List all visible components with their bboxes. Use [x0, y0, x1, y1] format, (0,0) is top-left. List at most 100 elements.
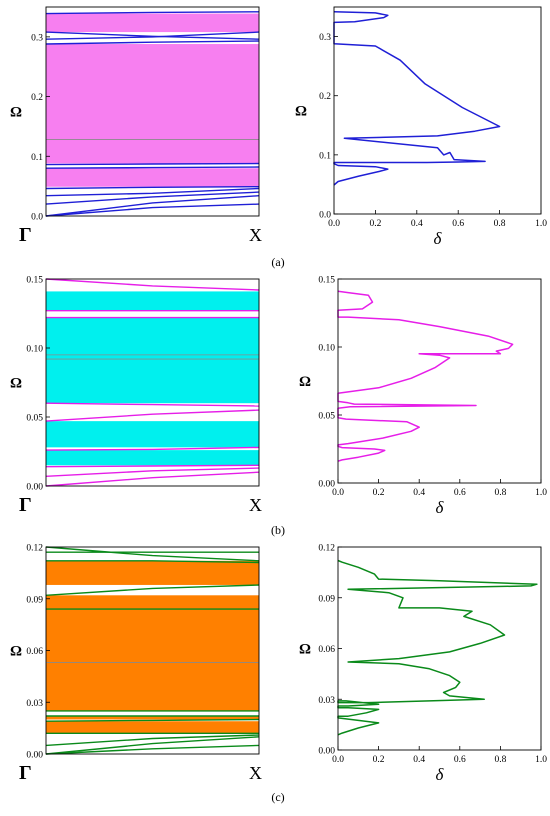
gamma-point-label: Γ [19, 224, 32, 246]
y-tick-label: 0.15 [318, 276, 335, 286]
x-tick-label: 0.0 [328, 219, 340, 229]
band-curve [45, 402, 260, 407]
band-curve [45, 203, 260, 217]
band-curve [45, 11, 260, 15]
band-curve [45, 31, 260, 40]
y-tick-label: 0.15 [26, 276, 43, 286]
band-gap-region [46, 317, 259, 404]
x-point-label: X [249, 495, 262, 515]
y-tick-label: 0.05 [26, 414, 43, 424]
y-tick-label: 0.2 [319, 92, 331, 102]
plot-frame [337, 546, 542, 751]
y-axis-label: Ω [10, 376, 22, 392]
x-tick-label: 0.6 [454, 755, 466, 765]
x-tick-label: 0.8 [494, 488, 506, 498]
transmission-curve [337, 290, 514, 462]
y-tick-label: 0.00 [318, 747, 335, 757]
band-curve [45, 278, 260, 291]
band-curve [46, 560, 260, 564]
band-curve [45, 40, 260, 45]
band-curve [45, 187, 260, 197]
x-axis-label: δ [434, 229, 443, 248]
x-tick-label: 0.0 [332, 488, 344, 498]
band-curve [45, 471, 260, 487]
x-tick-label: 0.4 [413, 488, 425, 498]
y-axis-label: Ω [299, 642, 311, 658]
x-point-label: X [249, 763, 262, 783]
band-curve [45, 446, 260, 451]
x-tick-label: 0.2 [369, 219, 381, 229]
band-gap-region [46, 168, 259, 187]
band-gap-region [46, 291, 259, 311]
x-axis-label: δ [436, 765, 445, 784]
band-curve [45, 191, 260, 205]
band-structure-plot: 0.00 0.03 0.06 0.09 0.12 Ω Γ X [10, 544, 262, 785]
band-curve [45, 464, 260, 468]
band-structure-plot: 0.00 0.05 0.10 0.15 Ω Γ X [10, 276, 262, 517]
y-tick-label: 0.10 [26, 345, 43, 355]
y-tick-label: 0.0 [319, 211, 331, 221]
y-tick-label: 0.10 [318, 344, 335, 354]
band-curve [45, 162, 260, 166]
band-curve [45, 546, 260, 562]
y-tick-label: 0.05 [318, 412, 335, 422]
y-tick-label: 0.1 [319, 151, 331, 161]
x-tick-label: 0.6 [452, 219, 464, 229]
y-tick-label: 0.03 [26, 699, 43, 709]
x-tick-label: 0.8 [494, 755, 506, 765]
band-curve [45, 718, 260, 722]
y-tick-label: 0.0 [31, 213, 43, 223]
transmission-plot: 0.0 0.1 0.2 0.3 0.0 0.2 0.4 0.6 0.8 1.0 Ωδ [295, 6, 547, 248]
x-axis-label: δ [436, 498, 445, 517]
panel-label: (b) [271, 523, 285, 537]
x-tick-label: 0.8 [494, 219, 506, 229]
y-tick-label: 0.12 [318, 544, 335, 554]
band-gap-region [46, 421, 259, 448]
plot-frame [45, 278, 260, 487]
y-tick-label: 0.03 [318, 696, 335, 706]
y-axis-label: Ω [295, 104, 307, 120]
plot-frame [333, 6, 542, 215]
y-axis-label: Ω [10, 644, 22, 660]
band-gap-region [46, 716, 259, 720]
y-tick-label: 0.00 [318, 480, 335, 490]
transmission-curve [337, 559, 538, 736]
y-tick-label: 0.2 [31, 93, 43, 103]
band-curve [45, 186, 260, 190]
y-tick-label: 0.3 [31, 33, 43, 43]
plot-frame [45, 6, 260, 217]
gamma-point-label: Γ [19, 762, 32, 784]
band-curve [45, 467, 260, 477]
y-tick-label: 0.00 [26, 483, 43, 493]
x-tick-label: 1.0 [535, 219, 547, 229]
band-curve [45, 584, 260, 596]
x-tick-label: 0.4 [413, 755, 425, 765]
band-curve [45, 166, 260, 169]
y-axis-label: Ω [10, 105, 22, 121]
x-tick-label: 0.0 [332, 755, 344, 765]
y-tick-label: 0.06 [26, 647, 43, 657]
y-tick-label: 0.00 [26, 751, 43, 761]
transmission-plot: 0.00 0.05 0.10 0.15 0.0 0.2 0.4 0.6 0.8 1.0 Ωδ [299, 276, 547, 518]
x-point-label: X [249, 225, 262, 245]
y-tick-label: 0.09 [318, 594, 335, 604]
x-tick-label: 0.4 [411, 219, 423, 229]
y-tick-label: 0.09 [26, 595, 43, 605]
band-curve [45, 744, 260, 755]
band-gap-region [46, 13, 259, 33]
panel-label: (a) [271, 255, 284, 269]
band-curve [45, 734, 260, 747]
band-gap-region [46, 44, 259, 164]
y-tick-label: 0.1 [31, 153, 43, 163]
panel-label: (c) [271, 790, 284, 804]
plot-frame [337, 278, 542, 484]
band-gap-region [46, 595, 259, 711]
y-tick-label: 0.12 [26, 544, 43, 554]
band-curve [45, 195, 260, 217]
gamma-point-label: Γ [19, 494, 32, 516]
x-tick-label: 0.2 [373, 488, 385, 498]
x-tick-label: 0.2 [373, 755, 385, 765]
x-tick-label: 0.6 [454, 488, 466, 498]
x-tick-label: 1.0 [535, 755, 547, 765]
